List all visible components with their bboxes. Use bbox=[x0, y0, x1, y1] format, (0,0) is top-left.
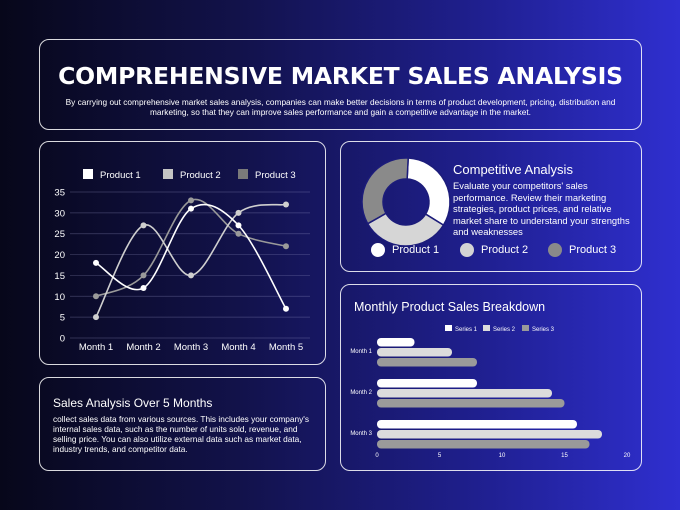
competitive-analysis-panel: Competitive Analysis Evaluate your compe… bbox=[340, 141, 642, 272]
competitive-analysis-description: Evaluate your competitors' sales perform… bbox=[453, 180, 630, 238]
donut-slice-3 bbox=[361, 157, 409, 225]
line-chart: Product 1 Product 2 Product 3 0 5 10 15 20 25 30 3… bbox=[54, 169, 310, 353]
legend-swatch bbox=[522, 325, 529, 331]
bar bbox=[377, 379, 477, 388]
product-2-dot-icon bbox=[460, 243, 474, 257]
competitive-analysis-title: Competitive Analysis bbox=[453, 162, 573, 177]
bar bbox=[377, 399, 565, 408]
product-1-dot-icon bbox=[371, 243, 385, 257]
data-point bbox=[235, 230, 242, 237]
donut-slice-2 bbox=[366, 212, 445, 247]
y-tick-label: 5 bbox=[60, 313, 65, 324]
y-tick-label: 0 bbox=[60, 334, 65, 345]
legend-label: Product 1 bbox=[100, 170, 141, 181]
data-point bbox=[235, 222, 242, 229]
category-label: Month 2 bbox=[350, 390, 372, 396]
data-point bbox=[93, 259, 99, 266]
data-point bbox=[235, 209, 242, 216]
legend-product-1: Product 1 bbox=[371, 243, 439, 257]
bar bbox=[377, 440, 590, 449]
line-chart-panel: Product 1 Product 2 Product 3 0 5 10 15 20 25 30 3… bbox=[39, 141, 326, 365]
bar-chart: Series 1 Series 2 Series 3 Month 1 Month 2 Mo… bbox=[350, 325, 631, 459]
legend-swatch bbox=[238, 169, 248, 179]
legend-label: Series 1 bbox=[455, 327, 478, 333]
legend-swatch bbox=[483, 325, 490, 331]
data-point bbox=[283, 201, 289, 208]
donut-chart bbox=[361, 157, 451, 247]
data-point bbox=[188, 197, 194, 204]
data-point bbox=[140, 284, 147, 291]
series-line-3 bbox=[95, 198, 287, 298]
donut-slice-1 bbox=[406, 157, 451, 227]
legend-label: Product 2 bbox=[481, 244, 529, 256]
legend-label: Product 3 bbox=[255, 170, 296, 181]
legend-swatch bbox=[445, 325, 452, 331]
product-3-dot-icon bbox=[548, 243, 562, 257]
sales-analysis-body: collect sales data from various sources.… bbox=[53, 414, 309, 455]
legend-label: Product 3 bbox=[569, 244, 617, 256]
bar bbox=[377, 338, 415, 347]
data-point bbox=[283, 243, 289, 250]
data-point bbox=[188, 205, 194, 212]
bar-chart-title: Monthly Product Sales Breakdown bbox=[354, 300, 546, 314]
data-point bbox=[188, 272, 194, 279]
legend-swatch bbox=[83, 169, 93, 179]
legend-product-3: Product 3 bbox=[548, 243, 616, 257]
bar bbox=[377, 358, 477, 367]
x-tick-label: 5 bbox=[438, 453, 442, 459]
x-tick-label: Month 1 bbox=[79, 342, 113, 353]
header-panel: COMPREHENSIVE MARKET SALES ANALYSIS By c… bbox=[39, 39, 642, 130]
x-tick-label: Month 5 bbox=[269, 342, 303, 353]
sales-analysis-title: Sales Analysis Over 5 Months bbox=[53, 396, 213, 410]
bar bbox=[377, 430, 602, 439]
x-tick-label: 15 bbox=[561, 453, 568, 459]
bar bbox=[377, 389, 552, 398]
data-point bbox=[93, 293, 99, 300]
bar-chart-panel: Monthly Product Sales Breakdown Series 1… bbox=[340, 284, 642, 471]
series-line-1 bbox=[95, 203, 287, 310]
y-tick-label: 15 bbox=[54, 271, 65, 282]
series-line-2 bbox=[95, 203, 287, 318]
legend-product-2: Product 2 bbox=[460, 243, 528, 257]
x-tick-label: 0 bbox=[375, 453, 379, 459]
sales-analysis-panel: Sales Analysis Over 5 Months collect sal… bbox=[39, 377, 326, 471]
data-point bbox=[283, 305, 289, 312]
bar bbox=[377, 348, 452, 357]
x-tick-label: Month 2 bbox=[126, 342, 160, 353]
legend-swatch bbox=[163, 169, 173, 179]
data-point bbox=[140, 272, 147, 279]
legend-label: Product 1 bbox=[392, 244, 440, 256]
y-tick-label: 30 bbox=[54, 208, 65, 219]
y-tick-label: 10 bbox=[54, 292, 65, 303]
category-label: Month 3 bbox=[350, 431, 372, 437]
page-title: COMPREHENSIVE MARKET SALES ANALYSIS bbox=[58, 62, 623, 90]
data-point bbox=[93, 314, 99, 321]
y-tick-label: 20 bbox=[54, 250, 65, 261]
legend-label: Series 3 bbox=[532, 327, 555, 333]
y-tick-label: 35 bbox=[54, 188, 65, 199]
category-label: Month 1 bbox=[350, 349, 372, 355]
x-tick-label: 10 bbox=[499, 453, 506, 459]
y-tick-label: 25 bbox=[54, 229, 65, 240]
x-tick-label: Month 3 bbox=[174, 342, 208, 353]
x-tick-label: Month 4 bbox=[221, 342, 255, 353]
data-point bbox=[140, 222, 147, 229]
x-tick-label: 20 bbox=[624, 453, 631, 459]
legend-label: Product 2 bbox=[180, 170, 221, 181]
legend-label: Series 2 bbox=[493, 327, 516, 333]
bar bbox=[377, 420, 577, 429]
header-description: By carrying out comprehensive market sal… bbox=[65, 97, 616, 117]
